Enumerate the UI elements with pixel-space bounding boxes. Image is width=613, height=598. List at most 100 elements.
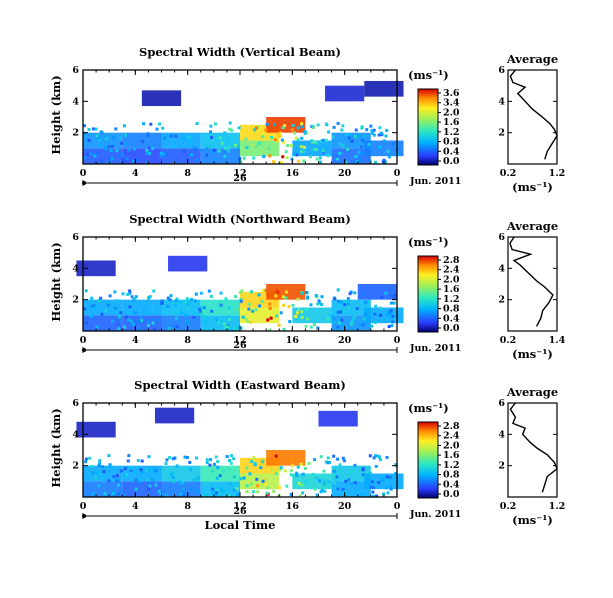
heatmap-cells xyxy=(83,80,404,164)
y-tick-label: 4 xyxy=(72,263,79,274)
x-tick-label: 12 xyxy=(233,168,246,179)
heatmap-texture xyxy=(84,454,398,498)
panel-title: Spectral Width (Vertical Beam) xyxy=(139,45,341,59)
colorbar-tick-label: 0.4 xyxy=(443,146,460,157)
heatmap-texture xyxy=(83,121,399,165)
x-tick-label: 0 xyxy=(394,501,401,512)
x-tick-label: 20 xyxy=(338,335,352,346)
heatmap-texture xyxy=(83,288,398,332)
average-y-tick: 4 xyxy=(498,263,505,274)
colorbar-tick-label: 0.0 xyxy=(443,323,460,334)
average-x-tick: 1.4 xyxy=(549,335,566,346)
date-month-label: Jun. 2011 xyxy=(409,343,461,354)
colorbar-tick-label: 2.8 xyxy=(443,421,460,432)
average-x-tick: 0.2 xyxy=(500,335,517,346)
average-x-tick: 1.2 xyxy=(549,501,566,512)
heatmap-cell-5 xyxy=(161,299,201,316)
colorbar-tick-label: 1.2 xyxy=(443,460,460,471)
x-axis-label: Local Time xyxy=(205,518,276,532)
colorbar-tick-label: 0.0 xyxy=(443,489,460,500)
average-y-tick: 4 xyxy=(498,96,505,107)
heatmap-cell-3 xyxy=(122,299,162,316)
average-x-label: (ms⁻¹) xyxy=(512,513,553,527)
average-y-tick: 6 xyxy=(498,65,505,76)
average-y-tick: 6 xyxy=(498,232,505,243)
date-day-label: 26 xyxy=(233,173,247,184)
heatmap-cell-4 xyxy=(161,315,201,331)
colorbar-tick-label: 0.8 xyxy=(443,470,460,481)
colorbar-tick-label: 2.4 xyxy=(443,265,460,276)
x-tick-label: 4 xyxy=(132,168,139,179)
average-y-tick: 2 xyxy=(498,128,505,139)
average-profile-line xyxy=(509,69,558,160)
heatmap-cell-16 xyxy=(168,255,208,272)
y-tick-label: 2 xyxy=(72,461,79,472)
average-x-label: (ms⁻¹) xyxy=(512,347,553,361)
x-tick-label: 8 xyxy=(184,335,191,346)
heatmap-cell-4 xyxy=(161,148,201,164)
average-y-tick: 2 xyxy=(498,461,505,472)
average-y-tick: 2 xyxy=(498,295,505,306)
heatmap-cell-13 xyxy=(331,465,371,482)
average-profile-line xyxy=(509,236,554,327)
colorbar-tick-label: 0.8 xyxy=(443,304,460,315)
average-frame xyxy=(507,236,558,332)
heatmap-cell-15 xyxy=(76,421,116,438)
y-tick-label: 2 xyxy=(72,128,79,139)
y-axis-label: Height (km) xyxy=(49,75,63,154)
x-tick-label: 0 xyxy=(80,168,87,179)
y-tick-label: 4 xyxy=(72,429,79,440)
heatmap-cell-7 xyxy=(200,299,240,316)
heatmap-cell-0 xyxy=(83,481,123,497)
colorbar-tick-label: 1.2 xyxy=(443,294,460,305)
average-x-tick: 0.2 xyxy=(500,168,517,179)
x-tick-label: 16 xyxy=(286,335,300,346)
heatmap-cell-15 xyxy=(76,260,116,277)
x-tick-label: 4 xyxy=(132,501,139,512)
x-tick-label: 16 xyxy=(286,501,300,512)
heatmap-cell-16 xyxy=(154,407,195,424)
heatmap-cell-8 xyxy=(240,307,280,324)
colorbar-tick-label: 0.4 xyxy=(443,479,460,490)
average-y-tick: 4 xyxy=(498,429,505,440)
colorbar-tick-label: 3.4 xyxy=(443,98,460,109)
average-x-label: (ms⁻¹) xyxy=(512,180,553,194)
date-month-label: Jun. 2011 xyxy=(409,509,461,520)
colorbar-tick-label: 2.0 xyxy=(443,274,460,285)
x-tick-label: 12 xyxy=(233,501,246,512)
y-axis-label: Height (km) xyxy=(49,408,63,487)
colorbar-unit: (ms⁻¹) xyxy=(408,68,449,82)
colorbar-unit: (ms⁻¹) xyxy=(408,401,449,415)
average-title: Average xyxy=(506,219,558,233)
x-tick-label: 12 xyxy=(233,335,246,346)
x-tick-label: 0 xyxy=(394,335,401,346)
y-tick-label: 6 xyxy=(72,232,79,243)
heatmap-cell-7 xyxy=(200,465,240,482)
x-tick-label: 0 xyxy=(80,335,87,346)
average-x-tick: 0.2 xyxy=(500,501,517,512)
heatmap-cell-17 xyxy=(357,284,397,300)
heatmap-cell-17 xyxy=(364,80,404,97)
average-title: Average xyxy=(506,52,558,66)
colorbar-tick-label: 1.2 xyxy=(443,127,460,138)
heatmap-cell-0 xyxy=(83,315,123,331)
colorbar-tick-label: 2.0 xyxy=(443,107,460,118)
heatmap-cell-16 xyxy=(325,85,365,102)
y-axis-label: Height (km) xyxy=(49,242,63,321)
colorbar xyxy=(417,255,439,333)
y-tick-label: 6 xyxy=(72,65,79,76)
average-profile-line xyxy=(509,402,558,493)
x-tick-label: 0 xyxy=(80,501,87,512)
panel-title: Spectral Width (Eastward Beam) xyxy=(134,378,346,392)
date-day-label: 26 xyxy=(233,506,247,517)
heatmap-cell-17 xyxy=(318,410,358,427)
heatmap-cell-14 xyxy=(364,307,404,324)
date-day-label: 26 xyxy=(233,340,247,351)
colorbar-tick-label: 0.8 xyxy=(443,137,460,148)
x-tick-label: 16 xyxy=(286,168,300,179)
colorbar xyxy=(417,88,439,166)
average-frame xyxy=(507,402,558,498)
colorbar-tick-label: 2.0 xyxy=(443,440,460,451)
x-tick-label: 20 xyxy=(338,168,352,179)
